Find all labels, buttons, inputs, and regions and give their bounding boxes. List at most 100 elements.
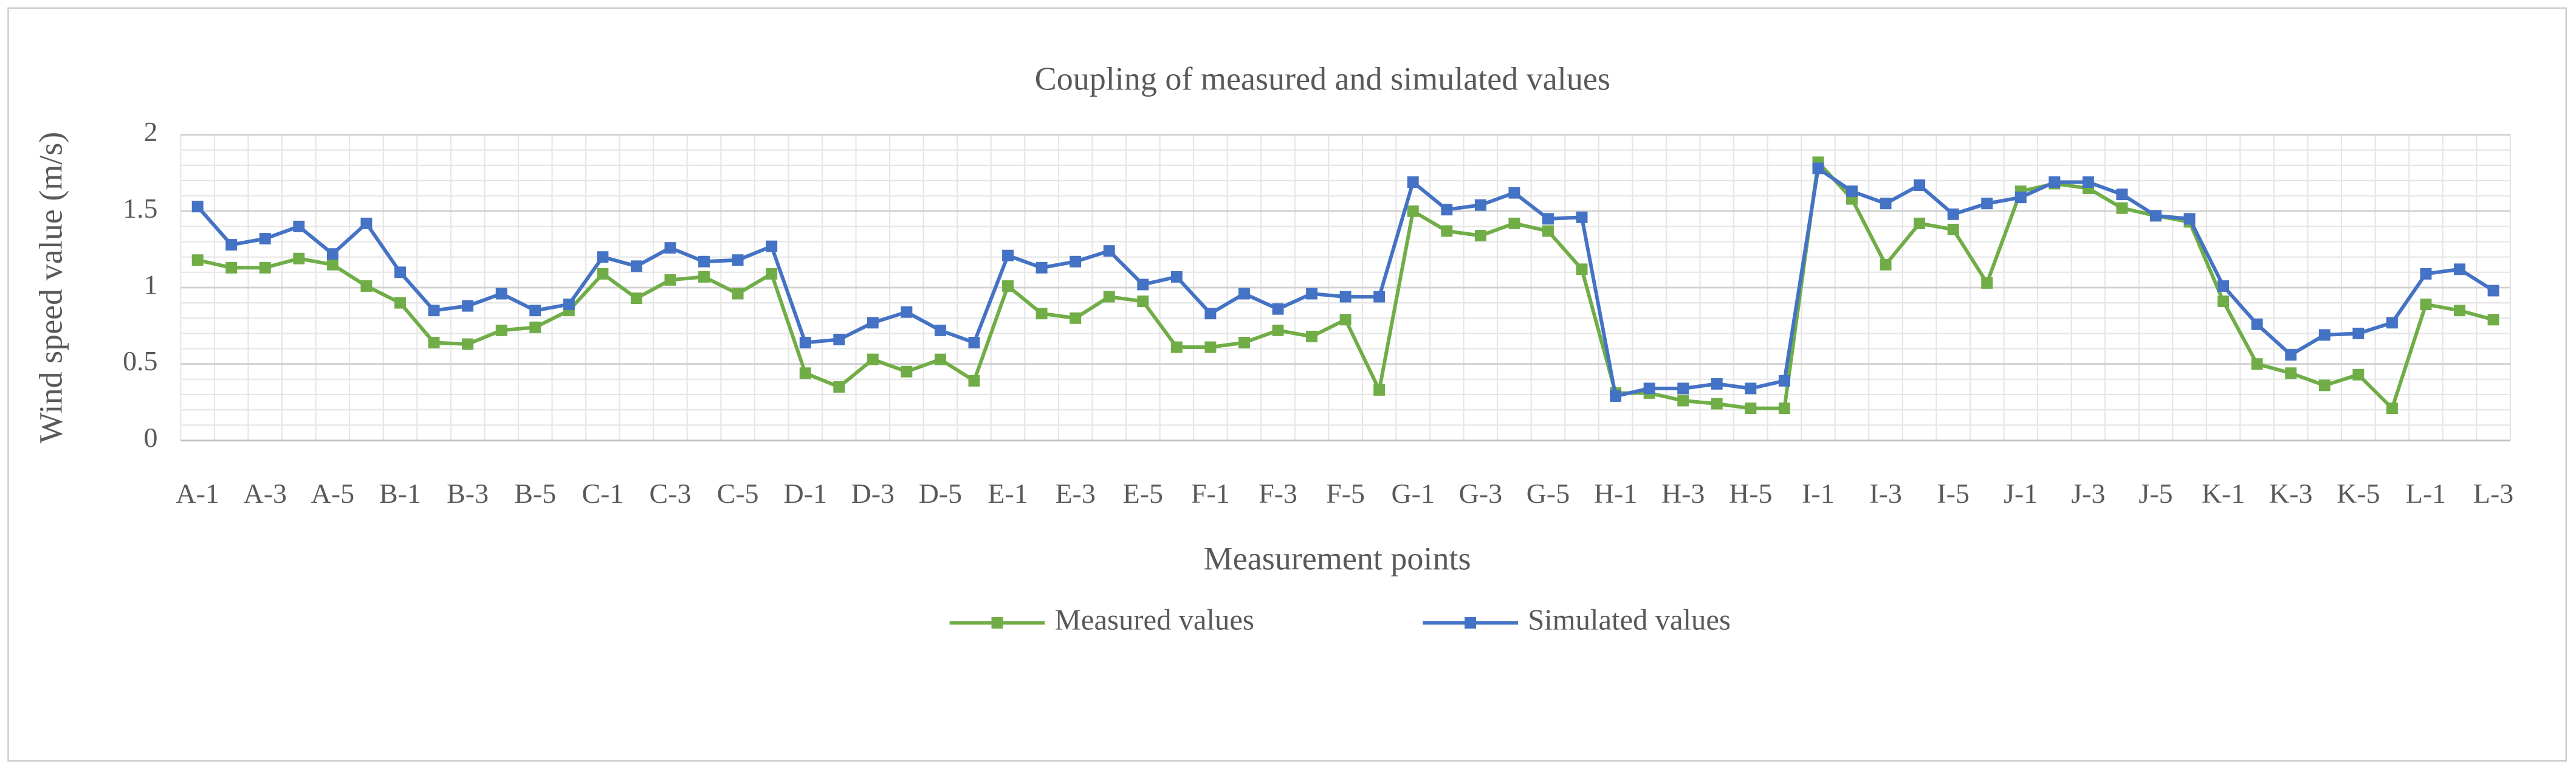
x-tick-label: F-1	[1191, 478, 1230, 509]
data-point	[1914, 179, 1926, 192]
data-point	[1508, 187, 1520, 199]
legend-marker	[1465, 617, 1477, 629]
data-point	[293, 252, 305, 264]
data-point	[2386, 403, 2398, 415]
data-point	[1846, 185, 1858, 198]
data-point	[597, 268, 609, 280]
x-tick-label: J-3	[2071, 478, 2105, 509]
data-point	[1812, 162, 1824, 174]
y-axis-title: Wind speed value (m/s)	[33, 132, 69, 444]
x-tick-label: F-5	[1326, 478, 1365, 509]
data-point	[1711, 378, 1723, 390]
data-point	[630, 292, 642, 305]
data-point	[495, 288, 507, 300]
data-point	[326, 248, 338, 260]
data-point	[1981, 198, 1993, 210]
x-tick-label: K-5	[2337, 478, 2380, 509]
data-point	[901, 306, 913, 318]
data-point	[1880, 198, 1892, 210]
x-tick-label: B-3	[447, 478, 489, 509]
data-point	[1170, 341, 1183, 353]
x-tick-label: H-3	[1661, 478, 1705, 509]
x-tick-label: C-5	[717, 478, 759, 509]
data-point	[1272, 303, 1284, 315]
data-point	[597, 251, 609, 263]
data-point	[1474, 230, 1486, 241]
x-tick-label: B-1	[379, 478, 421, 509]
data-point	[2352, 327, 2365, 339]
x-tick-label: J-1	[2004, 478, 2038, 509]
data-point	[2352, 368, 2365, 381]
data-point	[2217, 295, 2230, 308]
data-point	[1474, 199, 1486, 211]
data-point	[2150, 210, 2162, 222]
data-point	[2454, 263, 2465, 275]
y-tick-label: 1	[144, 269, 158, 300]
data-point	[901, 365, 913, 378]
data-point	[1306, 330, 1318, 342]
data-point	[2014, 192, 2027, 204]
x-tick-label: G-3	[1459, 478, 1502, 509]
data-point	[2487, 285, 2499, 297]
data-point	[1407, 205, 1419, 217]
data-point	[428, 305, 440, 317]
x-tick-label: I-5	[1937, 478, 1970, 509]
x-tick-label: D-5	[919, 478, 962, 509]
x-tick-label: H-1	[1594, 478, 1637, 509]
data-point	[1677, 382, 1689, 395]
data-point	[529, 321, 541, 333]
x-tick-label: L-3	[2473, 478, 2513, 509]
data-point	[934, 353, 946, 365]
data-point	[293, 220, 305, 232]
data-point	[1542, 213, 1554, 225]
legend-label: Simulated values	[1528, 604, 1731, 637]
data-point	[1204, 341, 1217, 353]
data-point	[2386, 317, 2398, 329]
data-point	[968, 375, 980, 387]
data-point	[1306, 288, 1318, 300]
data-point	[394, 266, 406, 278]
data-point	[799, 337, 811, 348]
x-tick-label: K-3	[2269, 478, 2312, 509]
data-point	[1137, 295, 1149, 308]
x-tick-label: L-1	[2406, 478, 2446, 509]
data-point	[2116, 202, 2128, 214]
data-point	[766, 268, 778, 280]
data-point	[1204, 308, 1217, 320]
x-tick-label: H-5	[1729, 478, 1772, 509]
x-tick-label: C-3	[650, 478, 692, 509]
data-point	[1238, 337, 1250, 348]
y-tick-label: 2	[144, 116, 158, 147]
data-point	[191, 201, 204, 213]
data-point	[2487, 314, 2499, 326]
data-point	[698, 271, 710, 283]
legend-label: Measured values	[1055, 604, 1254, 637]
data-point	[563, 299, 575, 311]
data-point	[1070, 312, 1082, 324]
data-point	[630, 260, 642, 272]
data-point	[2420, 268, 2432, 280]
data-point	[732, 254, 744, 266]
data-point	[1103, 291, 1115, 303]
data-point	[2082, 176, 2094, 188]
data-point	[225, 261, 238, 274]
data-point	[2251, 318, 2263, 330]
data-point	[1070, 255, 1082, 268]
data-point	[2217, 280, 2230, 292]
data-point	[1778, 403, 1790, 415]
data-point	[1745, 382, 1757, 395]
data-point	[1373, 384, 1386, 396]
data-point	[2285, 367, 2297, 379]
data-point	[2420, 299, 2432, 311]
data-point	[1441, 204, 1453, 216]
data-point	[867, 353, 879, 365]
data-point	[1441, 225, 1453, 237]
data-point	[664, 274, 676, 286]
data-point	[2049, 176, 2061, 188]
x-tick-label: A-3	[244, 478, 287, 509]
data-point	[833, 381, 845, 393]
data-point	[833, 333, 845, 345]
data-point	[1002, 249, 1014, 261]
data-point	[191, 254, 204, 266]
